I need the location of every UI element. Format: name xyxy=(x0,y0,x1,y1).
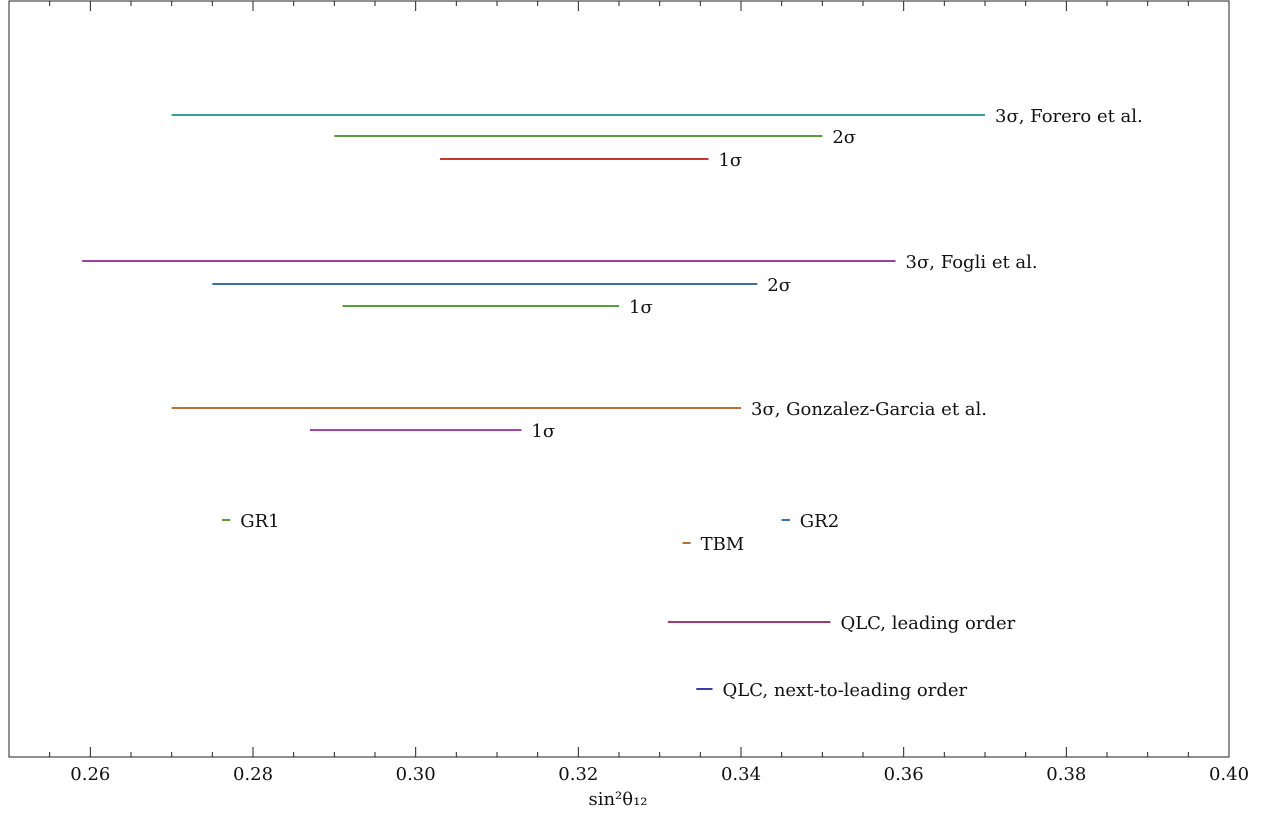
x-tick-label: 0.26 xyxy=(70,764,110,785)
x-tick-label: 0.36 xyxy=(884,764,924,785)
x-axis-tick-labels: 0.26 0.28 0.30 0.32 0.34 0.36 0.38 0.40 xyxy=(70,764,1249,785)
label-gr1: GR1 xyxy=(240,511,279,532)
x-tick-label: 0.30 xyxy=(396,764,436,785)
interval-series xyxy=(82,114,985,690)
label-forero-3s: 3σ, Forero et al. xyxy=(995,106,1143,127)
x-tick-label: 0.28 xyxy=(233,764,273,785)
x-tick-label: 0.38 xyxy=(1046,764,1086,785)
label-fogli-3s: 3σ, Fogli et al. xyxy=(906,252,1038,273)
label-qlc-nlo: QLC, next-to-leading order xyxy=(723,680,968,701)
label-fogli-1s: 1σ xyxy=(629,297,653,318)
label-forero-2s: 2σ xyxy=(832,127,856,148)
label-gg-1s: 1σ xyxy=(531,421,555,442)
x-tick-label: 0.32 xyxy=(558,764,598,785)
label-qlc-lo: QLC, leading order xyxy=(840,613,1015,634)
x-tick-label: 0.40 xyxy=(1209,764,1249,785)
label-forero-1s: 1σ xyxy=(718,150,742,171)
label-gr2: GR2 xyxy=(800,511,839,532)
interval-annotations: 3σ, Forero et al. 2σ 1σ 3σ, Fogli et al. 2σ 1… xyxy=(240,106,1143,701)
label-tbm: TBM xyxy=(701,534,745,555)
x-axis-ticks xyxy=(8,1,1230,757)
x-tick-label: 0.34 xyxy=(721,764,761,785)
x-axis-label: sin²θ₁₂ xyxy=(588,789,647,810)
label-gg-3s: 3σ, Gonzalez-Garcia et al. xyxy=(751,399,987,420)
label-fogli-2s: 2σ xyxy=(767,275,791,296)
